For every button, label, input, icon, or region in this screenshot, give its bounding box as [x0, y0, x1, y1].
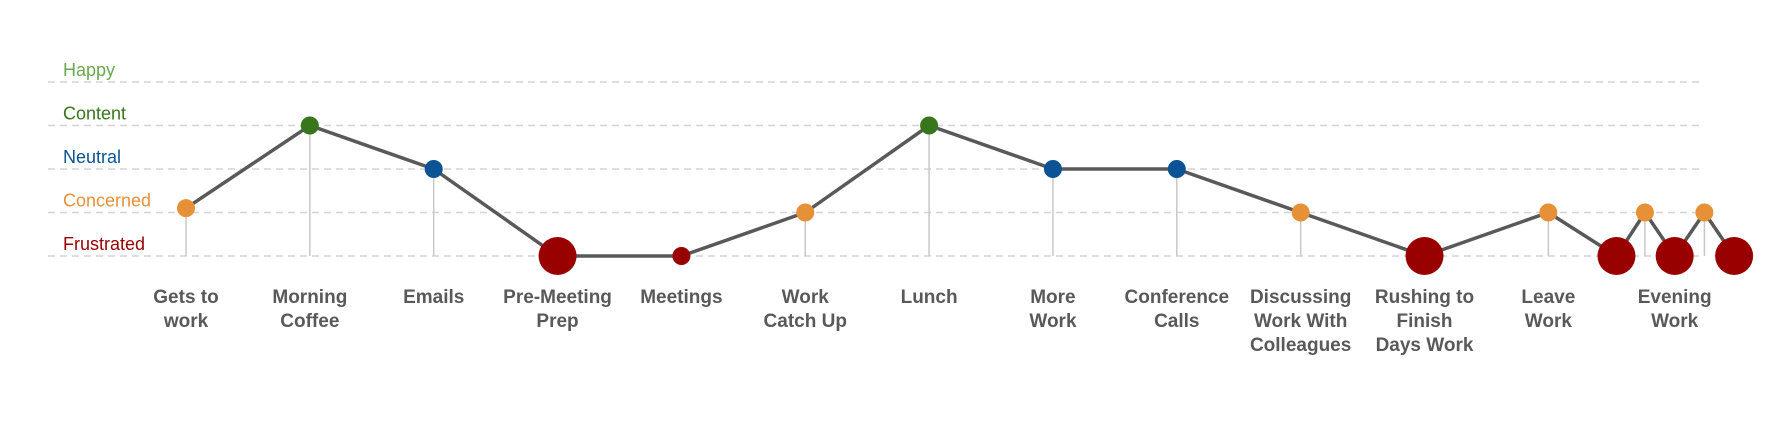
level-label-content: Content	[63, 104, 126, 124]
category-label-line: Work	[1029, 311, 1077, 332]
category-labels: Gets to work Morning Coffee Emails Pre-Meetin…	[153, 287, 1711, 356]
category-label-line: Emails	[403, 287, 464, 308]
category-label-line: Prep	[536, 311, 578, 332]
data-point-unlabeled	[1715, 237, 1754, 275]
category-label-evening-work: Evening Work	[1638, 287, 1712, 332]
data-point-gets-to-work	[177, 199, 195, 218]
data-point-meetings	[672, 247, 691, 265]
data-point-unlabeled	[1635, 203, 1654, 222]
data-point-rushing-to-finish-days-work	[1405, 237, 1444, 275]
category-label-line: Conference	[1125, 287, 1230, 308]
category-label-pre-meeting-prep: Pre-Meeting Prep	[503, 287, 612, 332]
category-label-conference-calls: Conference Calls	[1125, 287, 1230, 332]
gridlines	[48, 81, 1700, 257]
mood-points	[177, 116, 1754, 275]
category-label-line: More	[1030, 287, 1075, 308]
category-label-line: Catch Up	[764, 311, 847, 332]
category-label-line: Leave	[1521, 287, 1575, 308]
category-label-line: Discussing	[1250, 287, 1351, 308]
category-label-meetings: Meetings	[640, 287, 722, 308]
data-point-unlabeled	[1695, 203, 1714, 222]
category-label-line: Lunch	[901, 287, 958, 308]
category-label-line: Work With	[1254, 311, 1347, 332]
data-point-evening-work	[1655, 237, 1694, 275]
category-label-line: Days Work	[1376, 335, 1474, 356]
mood-level-labels: Happy Content Neutral Concerned Frustrated	[63, 60, 151, 254]
category-label-more-work: More Work	[1029, 287, 1077, 332]
data-point-morning-coffee	[300, 116, 319, 135]
category-label-leave-work: Leave Work	[1521, 287, 1575, 332]
level-label-neutral: Neutral	[63, 147, 121, 167]
level-label-happy: Happy	[63, 60, 115, 80]
category-label-line: Gets to	[153, 287, 218, 308]
category-label-morning-coffee: Morning Coffee	[272, 287, 347, 332]
category-label-line: Finish	[1397, 311, 1453, 332]
data-point-unlabeled	[1597, 237, 1636, 275]
category-label-line: work	[163, 311, 209, 332]
data-point-emails	[424, 160, 443, 178]
category-label-line: Coffee	[280, 311, 339, 332]
category-label-lunch: Lunch	[901, 287, 958, 308]
category-label-work-catch-up: Work Catch Up	[764, 287, 847, 332]
category-label-line: Colleagues	[1250, 335, 1351, 356]
category-label-line: Rushing to	[1375, 287, 1474, 308]
category-label-line: Meetings	[640, 287, 722, 308]
data-point-discussing-work-with-colleagues	[1291, 203, 1310, 222]
category-label-line: Evening	[1638, 287, 1712, 308]
data-point-conference-calls	[1167, 160, 1186, 178]
data-point-pre-meeting-prep	[538, 237, 577, 275]
mood-line	[185, 123, 1736, 258]
category-label-emails: Emails	[403, 287, 464, 308]
category-label-discussing-work-with-colleagues: Discussing Work With Colleagues	[1250, 287, 1351, 356]
category-label-line: Work	[1651, 311, 1699, 332]
category-label-gets-to-work: Gets to work	[153, 287, 218, 332]
category-label-line: Morning	[272, 287, 347, 308]
data-point-leave-work	[1539, 203, 1558, 222]
category-label-rushing-to-finish-days-work: Rushing to Finish Days Work	[1375, 287, 1474, 356]
level-label-frustrated: Frustrated	[63, 234, 145, 254]
mood-series-line	[185, 123, 1736, 258]
data-point-lunch	[920, 116, 939, 135]
category-label-line: Calls	[1154, 311, 1199, 332]
level-label-concerned: Concerned	[63, 191, 151, 211]
category-label-line: Work	[782, 287, 830, 308]
category-label-line: Work	[1525, 311, 1573, 332]
data-point-more-work	[1043, 160, 1062, 178]
category-label-line: Pre-Meeting	[503, 287, 612, 308]
data-point-work-catch-up	[796, 203, 815, 222]
